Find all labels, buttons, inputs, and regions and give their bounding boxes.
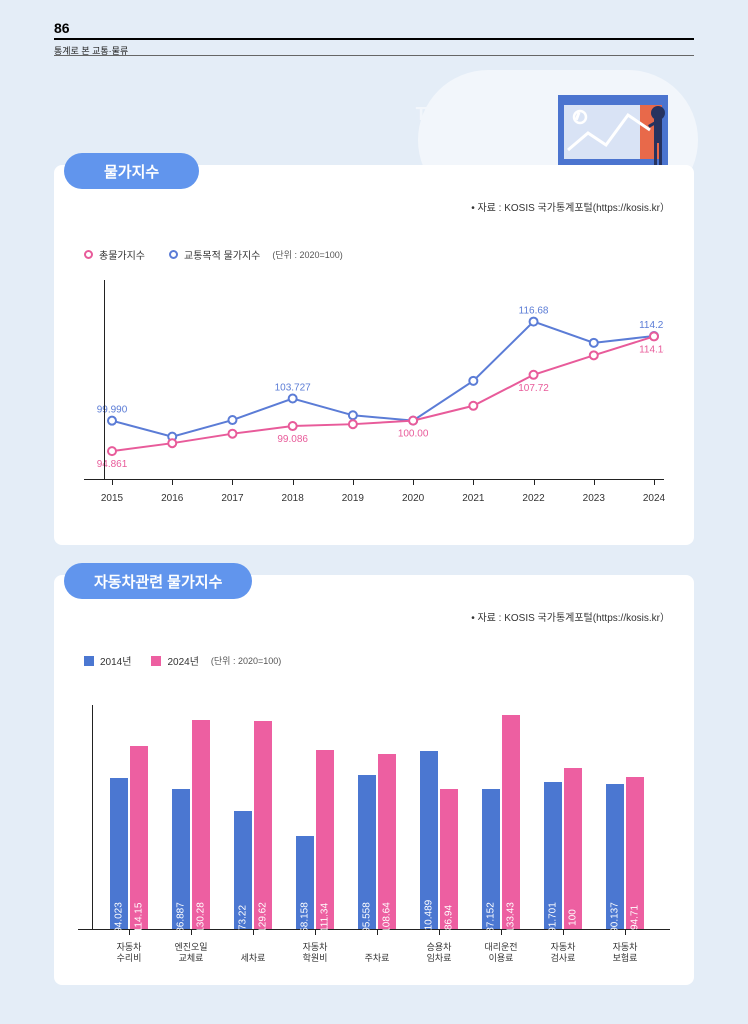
- bar-y-axis: [92, 705, 93, 930]
- y-axis: [104, 280, 105, 480]
- svg-text:103.727: 103.727: [275, 382, 312, 393]
- bar-2014: 87.152: [482, 789, 500, 929]
- source-1: • 자료 : KOSIS 국가통계포털(https://kosis.kr）: [471, 199, 670, 214]
- svg-text:114.18: 114.18: [639, 344, 664, 355]
- bar-category-label: 세차료: [241, 953, 266, 964]
- header-rule-1: [54, 38, 694, 40]
- bar-2014: 73.22: [234, 811, 252, 929]
- legend-marker-2: [169, 250, 178, 259]
- legend-marker-1: [84, 250, 93, 259]
- legend-1: 총물가지수 교통목적 물가지수 (단위 : 2020=100): [84, 247, 343, 262]
- bar-category-label: 주차료: [365, 953, 390, 964]
- pill-title-2: 자동차관련 물가지수: [64, 563, 252, 599]
- bar-2024: 133.43: [502, 715, 520, 929]
- line-chart: 94.861 99.086 100.00 107.72 114.18 99.990 103.…: [84, 280, 664, 510]
- bar-2024: 111.34: [316, 750, 334, 929]
- page-number: 86: [54, 20, 70, 36]
- unit-2: (단위 : 2020=100): [211, 654, 281, 667]
- bar-2014: 94.023: [110, 778, 128, 929]
- legend-sq-2: [151, 656, 161, 666]
- bar-2024: 108.64: [378, 754, 396, 929]
- bar-2014: 110.489: [420, 751, 438, 929]
- bar-category-label: 자동차검사료: [551, 942, 576, 964]
- x-tick-label: 2023: [583, 493, 605, 504]
- legend-label-1: 총물가지수: [99, 247, 145, 262]
- x-tick-label: 2024: [643, 493, 665, 504]
- bar-2014: 91.701: [544, 782, 562, 929]
- bar-category-label: 엔진오일교체료: [174, 942, 207, 964]
- bar-2014: 95.558: [358, 775, 376, 929]
- bar-category-label: 자동차수리비: [117, 942, 142, 964]
- legend-2: 2014년 2024년 (단위 : 2020=100): [84, 653, 281, 668]
- bar-category-label: 자동차보험료: [613, 942, 638, 964]
- bar-x-axis: [78, 929, 670, 930]
- header-rule-2: [54, 55, 694, 56]
- bar-2014: 58.158: [296, 836, 314, 929]
- source-2: • 자료 : KOSIS 국가통계포털(https://kosis.kr）: [471, 609, 670, 624]
- bar-2014: 90.137: [606, 784, 624, 929]
- bar-category-label: 승용차임차료: [427, 942, 452, 964]
- pill-title-1: 물가지수: [64, 153, 199, 189]
- bar-2014: 86.887: [172, 789, 190, 929]
- x-tick-label: 2018: [282, 493, 304, 504]
- bar-category-label: 대리운전이용료: [484, 942, 517, 964]
- svg-text:100.00: 100.00: [398, 429, 429, 440]
- bar-2024: 94.71: [626, 777, 644, 929]
- x-tick-label: 2022: [522, 493, 544, 504]
- x-tick-label: 2020: [402, 493, 424, 504]
- svg-text:99.086: 99.086: [277, 434, 308, 445]
- legend-label-2: 교통목적 물가지수: [184, 247, 260, 262]
- svg-text:94.861: 94.861: [97, 459, 128, 470]
- x-tick-label: 2015: [101, 493, 123, 504]
- svg-text:114.25: 114.25: [639, 320, 664, 331]
- legend-sq-1: [84, 656, 94, 666]
- svg-text:99.990: 99.990: [97, 405, 128, 416]
- x-axis: [84, 479, 664, 480]
- bar-2024: 129.62: [254, 721, 272, 929]
- legend-label-4: 2024년: [167, 653, 198, 668]
- card-price-index: 물가지수 • 자료 : KOSIS 국가통계포털(https://kosis.k…: [54, 165, 694, 545]
- bar-2024: 114.15: [130, 746, 148, 929]
- x-tick-label: 2016: [161, 493, 183, 504]
- svg-text:116.68: 116.68: [519, 306, 549, 317]
- x-tick-label: 2019: [342, 493, 364, 504]
- bar-chart: 94.023114.15 자동차수리비 86.887130.28 엔진오일교체료 73.…: [78, 705, 670, 970]
- unit-1: (단위 : 2020=100): [272, 248, 342, 261]
- legend-label-3: 2014년: [100, 653, 131, 668]
- x-tick-label: 2021: [462, 493, 484, 504]
- bar-2024: 130.28: [192, 720, 210, 929]
- bar-2024: 86.94: [440, 789, 458, 929]
- card-auto-price-index: 자동차관련 물가지수 • 자료 : KOSIS 국가통계포털(https://k…: [54, 575, 694, 985]
- bar-2024: 100: [564, 768, 582, 929]
- svg-text:107.72: 107.72: [518, 383, 549, 394]
- x-tick-label: 2017: [221, 493, 243, 504]
- deco-illustration: [558, 95, 678, 175]
- bar-category-label: 자동차학원비: [303, 942, 328, 964]
